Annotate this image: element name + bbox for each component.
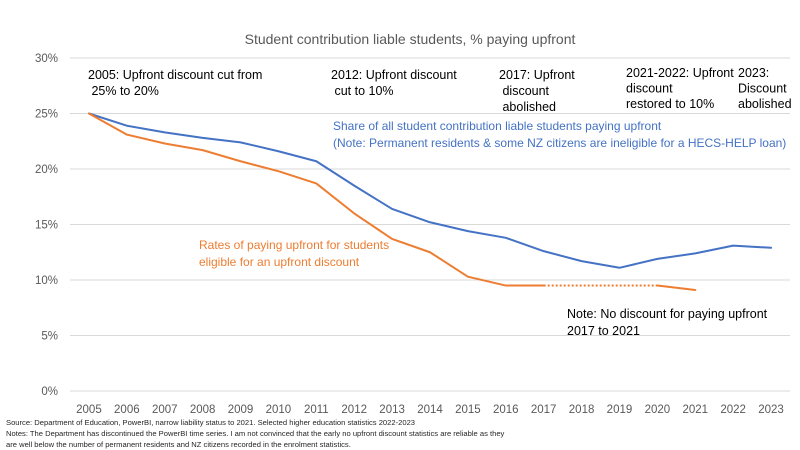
y-gridlines bbox=[70, 57, 790, 392]
annotation-no-discount: Note: No discount for paying upfront 2017… bbox=[567, 307, 768, 338]
annotation-2005-line: 25% to 20% bbox=[88, 84, 159, 98]
annotation-2023: 2023: Discount abolished bbox=[738, 66, 792, 111]
x-tick-label: 2021 bbox=[682, 404, 708, 415]
y-tick-label: 5% bbox=[41, 331, 58, 343]
annotation-2023-line: 2023: bbox=[738, 66, 769, 80]
discount-eligible-label-line: Rates of paying upfront for students bbox=[199, 238, 389, 252]
annotation-2017-line: abolished bbox=[499, 100, 556, 114]
data-series bbox=[87, 112, 773, 291]
annotation-2005: 2005: Upfront discount cut from 25% to 2… bbox=[88, 68, 262, 98]
chart-title: Student contribution liable students, % … bbox=[245, 31, 576, 47]
annotation-2021-2022: 2021-2022: Upfront discount restored to 10… bbox=[626, 66, 734, 111]
x-tick-label: 2023 bbox=[758, 404, 784, 415]
x-tick-label: 2008 bbox=[190, 404, 216, 415]
x-tick-label: 2016 bbox=[493, 404, 519, 415]
annotation-2012: 2012: Upfront discount cut to 10% bbox=[331, 68, 457, 98]
x-tick-label: 2017 bbox=[531, 404, 557, 415]
annotation-2023-line: abolished bbox=[738, 97, 792, 111]
notes-line-1: Notes: The Department has discontinued t… bbox=[6, 429, 505, 438]
x-tick-label: 2022 bbox=[720, 404, 746, 415]
series-line-share-all bbox=[87, 112, 773, 269]
annotation-2021-2022-line: restored to 10% bbox=[626, 97, 714, 111]
annotation-2021-2022-line: discount bbox=[626, 82, 673, 96]
annotation-2021-2022-line: 2021-2022: Upfront bbox=[626, 66, 734, 80]
x-tick-label: 2010 bbox=[266, 404, 292, 415]
x-tick-label: 2013 bbox=[379, 404, 405, 415]
x-tick-label: 2005 bbox=[76, 404, 102, 415]
share-all-label-line: Share of all student contribution liable… bbox=[333, 119, 662, 133]
y-tick-label: 15% bbox=[35, 220, 58, 232]
x-tick-label: 2018 bbox=[569, 404, 595, 415]
chart-annotations: 2005: Upfront discount cut from 25% to 2… bbox=[88, 66, 792, 338]
x-tick-label: 2014 bbox=[417, 404, 443, 415]
x-tick-label: 2009 bbox=[228, 404, 254, 415]
y-axis: 0% 5% 10% 15% 20% 25% 30% bbox=[35, 53, 58, 398]
annotation-2012-line: 2012: Upfront discount bbox=[331, 68, 457, 82]
y-tick-label: 25% bbox=[35, 109, 58, 121]
source-note: Source: Department of Education, PowerBI… bbox=[6, 418, 416, 427]
x-axis: 2005 2006 2007 2008 2009 2010 2011 2012 2013 2014… bbox=[76, 404, 784, 415]
share-all-label-line: (Note: Permanent residents & some NZ cit… bbox=[333, 136, 786, 150]
y-tick-label: 30% bbox=[35, 53, 58, 65]
y-tick-label: 0% bbox=[41, 386, 58, 398]
x-tick-label: 2011 bbox=[304, 404, 329, 415]
annotation-2017-line: discount bbox=[499, 84, 550, 98]
x-tick-label: 2006 bbox=[114, 404, 140, 415]
footnotes: Source: Department of Education, PowerBI… bbox=[6, 417, 796, 450]
y-tick-label: 20% bbox=[35, 164, 58, 176]
annotation-2023-line: Discount bbox=[738, 82, 787, 96]
annotation-2017-line: 2017: Upfront bbox=[499, 68, 575, 82]
line-chart: Student contribution liable students, % … bbox=[35, 31, 792, 415]
series-line-discount-eligible bbox=[656, 284, 697, 291]
notes-line-2: are well below the number of permanent r… bbox=[6, 440, 351, 449]
annotation-2012-line: cut to 10% bbox=[331, 84, 394, 98]
annotation-2017: 2017: Upfront discount abolished bbox=[499, 68, 575, 114]
x-tick-label: 2020 bbox=[645, 404, 671, 415]
y-tick-label: 10% bbox=[35, 275, 58, 287]
x-tick-label: 2015 bbox=[455, 404, 481, 415]
x-tick-label: 2012 bbox=[341, 404, 367, 415]
x-tick-label: 2007 bbox=[152, 404, 178, 415]
share-all-label: Share of all student contribution liable… bbox=[333, 119, 786, 150]
annotation-2005-line: 2005: Upfront discount cut from bbox=[88, 68, 262, 82]
x-tick-label: 2019 bbox=[607, 404, 633, 415]
annotation-no-discount-line: Note: No discount for paying upfront bbox=[567, 307, 768, 321]
series-line-discount-eligible bbox=[87, 112, 545, 287]
discount-eligible-label-line: eligible for an upfront discount bbox=[199, 255, 360, 269]
discount-eligible-label: Rates of paying upfront for students elig… bbox=[199, 238, 389, 269]
annotation-no-discount-line: 2017 to 2021 bbox=[567, 324, 640, 338]
